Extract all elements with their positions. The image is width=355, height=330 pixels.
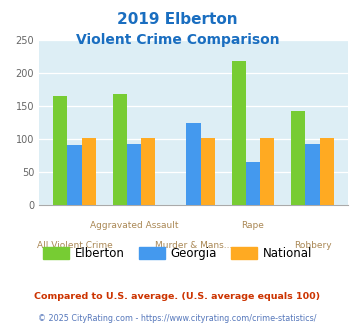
Bar bbox=[141, 138, 155, 205]
Bar bbox=[260, 138, 274, 205]
Bar bbox=[186, 123, 201, 205]
Bar bbox=[291, 111, 305, 205]
Bar bbox=[246, 162, 260, 205]
Bar bbox=[82, 138, 96, 205]
Bar bbox=[320, 138, 334, 205]
Bar bbox=[305, 144, 320, 205]
Text: Rape: Rape bbox=[241, 221, 264, 230]
Text: Violent Crime Comparison: Violent Crime Comparison bbox=[76, 33, 279, 47]
Text: © 2025 CityRating.com - https://www.cityrating.com/crime-statistics/: © 2025 CityRating.com - https://www.city… bbox=[38, 314, 317, 323]
Text: Murder & Mans...: Murder & Mans... bbox=[155, 241, 232, 250]
Bar bbox=[53, 96, 67, 205]
Text: 2019 Elberton: 2019 Elberton bbox=[117, 12, 238, 26]
Bar bbox=[127, 144, 141, 205]
Legend: Elberton, Georgia, National: Elberton, Georgia, National bbox=[38, 242, 317, 265]
Text: All Violent Crime: All Violent Crime bbox=[37, 241, 113, 250]
Bar bbox=[113, 94, 127, 205]
Bar bbox=[231, 61, 246, 205]
Text: Robbery: Robbery bbox=[294, 241, 331, 250]
Text: Compared to U.S. average. (U.S. average equals 100): Compared to U.S. average. (U.S. average … bbox=[34, 292, 321, 301]
Bar bbox=[201, 138, 215, 205]
Bar bbox=[67, 145, 82, 205]
Text: Aggravated Assault: Aggravated Assault bbox=[90, 221, 178, 230]
